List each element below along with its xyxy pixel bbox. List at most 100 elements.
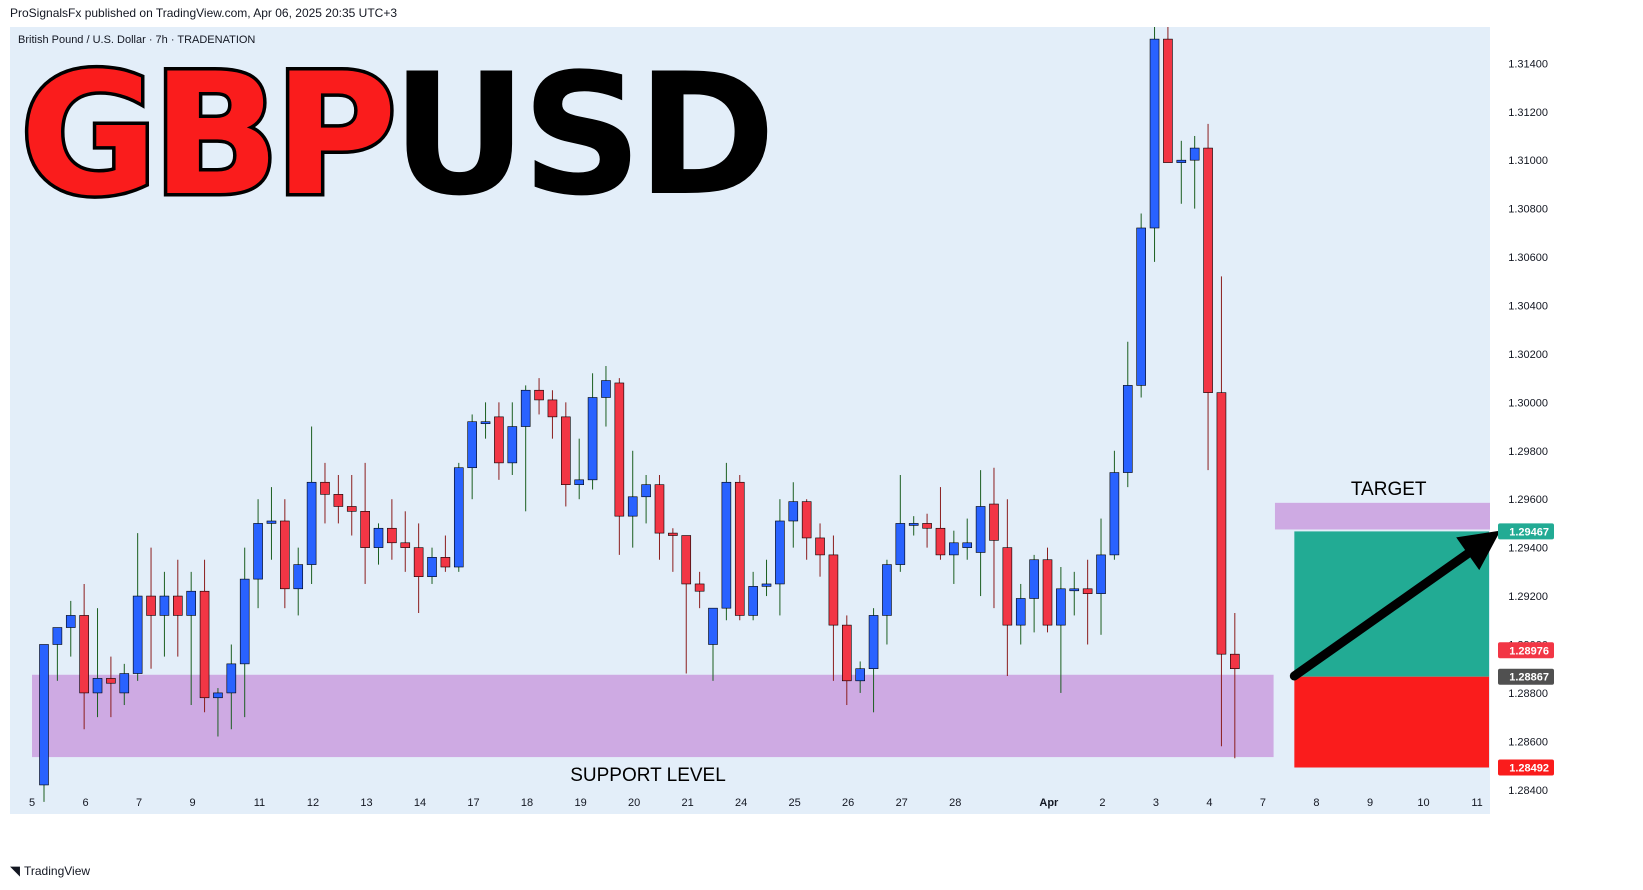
candle[interactable]: [387, 499, 397, 560]
candle[interactable]: [627, 450, 638, 548]
candle[interactable]: [1056, 567, 1066, 693]
candle[interactable]: [641, 474, 651, 524]
candle[interactable]: [239, 547, 250, 718]
candle[interactable]: [1122, 341, 1133, 488]
candle[interactable]: [708, 607, 718, 681]
candle[interactable]: [1069, 571, 1080, 616]
candle[interactable]: [895, 474, 906, 572]
candle[interactable]: [186, 571, 196, 706]
candle[interactable]: [52, 627, 63, 681]
candle[interactable]: [1109, 450, 1120, 560]
candle[interactable]: [427, 547, 437, 584]
candle[interactable]: [801, 499, 812, 560]
candle[interactable]: [226, 644, 237, 730]
candle[interactable]: [293, 547, 304, 616]
footer-logo[interactable]: ◥ TradingView: [10, 863, 90, 879]
candle[interactable]: [320, 462, 330, 524]
candle[interactable]: [775, 499, 785, 616]
candle[interactable]: [908, 516, 919, 536]
candle[interactable]: [146, 547, 156, 669]
price-label-box: [1498, 759, 1554, 776]
candle[interactable]: [681, 535, 692, 674]
candle[interactable]: [173, 559, 183, 657]
candle[interactable]: [949, 530, 959, 584]
candle[interactable]: [520, 385, 531, 512]
candle[interactable]: [453, 462, 464, 572]
x-tick-label: 8: [1313, 797, 1319, 809]
candle[interactable]: [346, 474, 357, 536]
candle[interactable]: [561, 402, 571, 507]
candle[interactable]: [266, 487, 277, 560]
target-zone[interactable]: [1274, 502, 1502, 530]
candle[interactable]: [574, 438, 585, 500]
candle[interactable]: [400, 511, 411, 572]
candle[interactable]: [333, 474, 344, 524]
candle[interactable]: [668, 528, 678, 572]
loss-zone[interactable]: [1294, 676, 1490, 768]
candle[interactable]: [828, 535, 839, 681]
candle[interactable]: [494, 402, 504, 480]
candle[interactable]: [962, 518, 973, 560]
candle[interactable]: [253, 499, 263, 609]
candle[interactable]: [1015, 583, 1026, 645]
candle[interactable]: [1230, 613, 1240, 759]
candle[interactable]: [92, 608, 103, 718]
candle[interactable]: [587, 373, 598, 490]
candle[interactable]: [39, 644, 49, 802]
candle[interactable]: [1136, 213, 1146, 398]
candle[interactable]: [989, 467, 999, 609]
candle[interactable]: [280, 499, 290, 609]
candle[interactable]: [440, 535, 451, 572]
x-tick-label: 28: [949, 797, 961, 809]
candle[interactable]: [761, 559, 772, 597]
candle[interactable]: [1002, 499, 1013, 676]
candle[interactable]: [413, 523, 424, 614]
candle[interactable]: [1163, 27, 1173, 163]
candle[interactable]: [213, 688, 223, 737]
candle[interactable]: [1203, 123, 1213, 471]
candle[interactable]: [507, 402, 518, 475]
candle[interactable]: [1216, 276, 1227, 747]
candle[interactable]: [119, 663, 130, 706]
candle[interactable]: [975, 470, 986, 597]
candle[interactable]: [694, 571, 705, 609]
candle[interactable]: [1189, 135, 1200, 209]
candle[interactable]: [534, 378, 544, 415]
candle[interactable]: [1149, 27, 1160, 262]
support-zone[interactable]: [32, 674, 1274, 758]
candle[interactable]: [106, 656, 116, 718]
candle[interactable]: [815, 523, 825, 577]
candle[interactable]: [65, 600, 76, 657]
candle[interactable]: [935, 487, 946, 560]
candle[interactable]: [1096, 518, 1106, 635]
candle[interactable]: [132, 533, 143, 681]
candle-body: [239, 578, 250, 665]
candle[interactable]: [601, 366, 611, 427]
candle[interactable]: [467, 414, 477, 500]
candle[interactable]: [734, 474, 745, 621]
candle[interactable]: [654, 474, 665, 560]
candle[interactable]: [788, 482, 799, 548]
candle[interactable]: [614, 378, 625, 555]
candle[interactable]: [306, 426, 317, 584]
candle[interactable]: [922, 513, 932, 548]
candle[interactable]: [868, 608, 879, 713]
candle[interactable]: [199, 559, 210, 713]
candle[interactable]: [882, 559, 892, 645]
candle[interactable]: [748, 571, 758, 621]
candle[interactable]: [855, 661, 865, 693]
candle[interactable]: [721, 462, 732, 621]
candle[interactable]: [1029, 554, 1039, 633]
candle[interactable]: [547, 390, 558, 439]
candle[interactable]: [360, 462, 370, 584]
candle[interactable]: [1042, 547, 1053, 633]
candle[interactable]: [1082, 559, 1093, 645]
candle[interactable]: [841, 615, 852, 706]
candle[interactable]: [159, 571, 170, 657]
trend-arrow[interactable]: [1289, 530, 1501, 681]
candle[interactable]: [373, 523, 384, 565]
candle[interactable]: [1176, 140, 1187, 204]
candle[interactable]: [79, 583, 89, 730]
candle[interactable]: [480, 402, 491, 439]
